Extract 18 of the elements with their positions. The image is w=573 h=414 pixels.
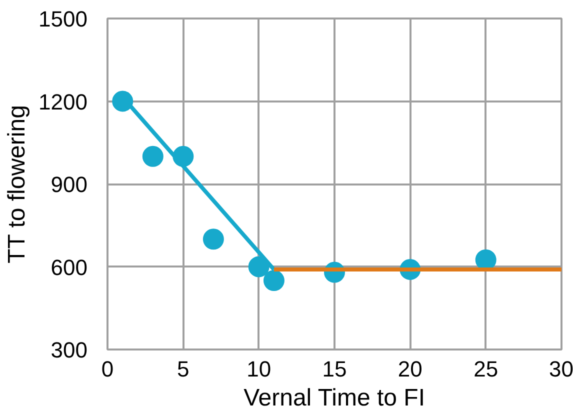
point <box>202 228 224 250</box>
y-tick-label: 600 <box>50 254 88 280</box>
y-axis-title: TT to flowering <box>4 105 31 264</box>
y-tick-label: 1500 <box>38 6 88 32</box>
x-tick-label: 15 <box>322 356 347 382</box>
point <box>248 256 270 278</box>
y-tick-label: 900 <box>50 172 88 197</box>
x-tick-label: 5 <box>177 356 190 382</box>
point <box>142 146 164 167</box>
x-tick-label: 0 <box>101 356 114 382</box>
x-tick-label: 20 <box>398 356 422 382</box>
point <box>263 270 284 292</box>
x-axis-title: Vernal Time to FI <box>244 384 425 412</box>
x-tick-label: 30 <box>549 356 573 382</box>
x-tick-label: 10 <box>246 356 272 382</box>
y-tick-label: 300 <box>50 338 88 362</box>
x-tick-label: 25 <box>474 356 498 382</box>
y-tick-label: 1200 <box>38 89 88 114</box>
